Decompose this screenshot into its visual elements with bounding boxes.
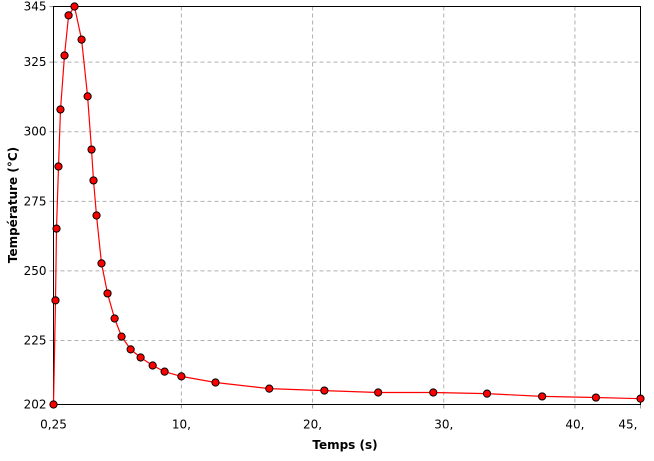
data-point: [429, 388, 438, 397]
data-point: [110, 314, 119, 323]
x-tick-label: 40,: [565, 418, 584, 432]
data-point: [320, 386, 329, 395]
data-point: [482, 389, 492, 398]
x-tick-label: 0,25: [40, 418, 67, 432]
data-point: [64, 11, 73, 20]
y-tick-label: 300: [24, 125, 47, 139]
grid-lines: [53, 6, 641, 405]
plot-frame: [53, 6, 641, 405]
data-point: [51, 296, 60, 305]
data-point: [177, 372, 186, 381]
data-point: [83, 92, 92, 101]
data-point: [136, 353, 145, 362]
y-tick-label: 325: [24, 55, 47, 69]
data-point: [211, 378, 220, 387]
data-point: [636, 394, 645, 403]
y-tick-label: 225: [24, 333, 47, 347]
data-point: [92, 211, 101, 220]
x-tick-label: 20,: [303, 418, 322, 432]
data-point: [54, 162, 63, 171]
data-point: [374, 388, 383, 397]
data-point: [126, 345, 135, 354]
data-point: [591, 393, 601, 402]
series-markers: [49, 2, 645, 409]
data-point: [265, 384, 274, 393]
data-point: [160, 367, 169, 376]
y-axis: 202 225 250 275 300 325 345: [24, 0, 54, 412]
data-point: [89, 176, 98, 185]
data-point: [52, 224, 61, 233]
y-tick-label: 202: [24, 398, 47, 412]
data-point: [148, 361, 157, 370]
data-point: [60, 51, 69, 60]
data-point: [56, 105, 65, 114]
data-point: [77, 35, 86, 44]
y-tick-label: 250: [24, 264, 47, 278]
data-point: [49, 400, 58, 409]
y-tick-label: 345: [24, 0, 47, 14]
y-tick-label: 275: [24, 194, 47, 208]
x-axis: 0,25 10, 20, 30, 40, 45,: [40, 404, 641, 432]
x-tick-label: 45,: [618, 418, 637, 432]
x-tick-label: 30,: [434, 418, 453, 432]
x-tick-label: 10,: [172, 418, 191, 432]
series-line: [52, 4, 641, 405]
data-point: [538, 392, 547, 401]
x-axis-label: Temps (s): [312, 438, 377, 452]
data-point: [70, 2, 79, 11]
data-point: [117, 332, 126, 341]
data-point: [97, 259, 106, 268]
y-axis-label: Température (°C): [6, 147, 20, 263]
data-point: [87, 145, 96, 154]
data-point: [103, 289, 112, 298]
